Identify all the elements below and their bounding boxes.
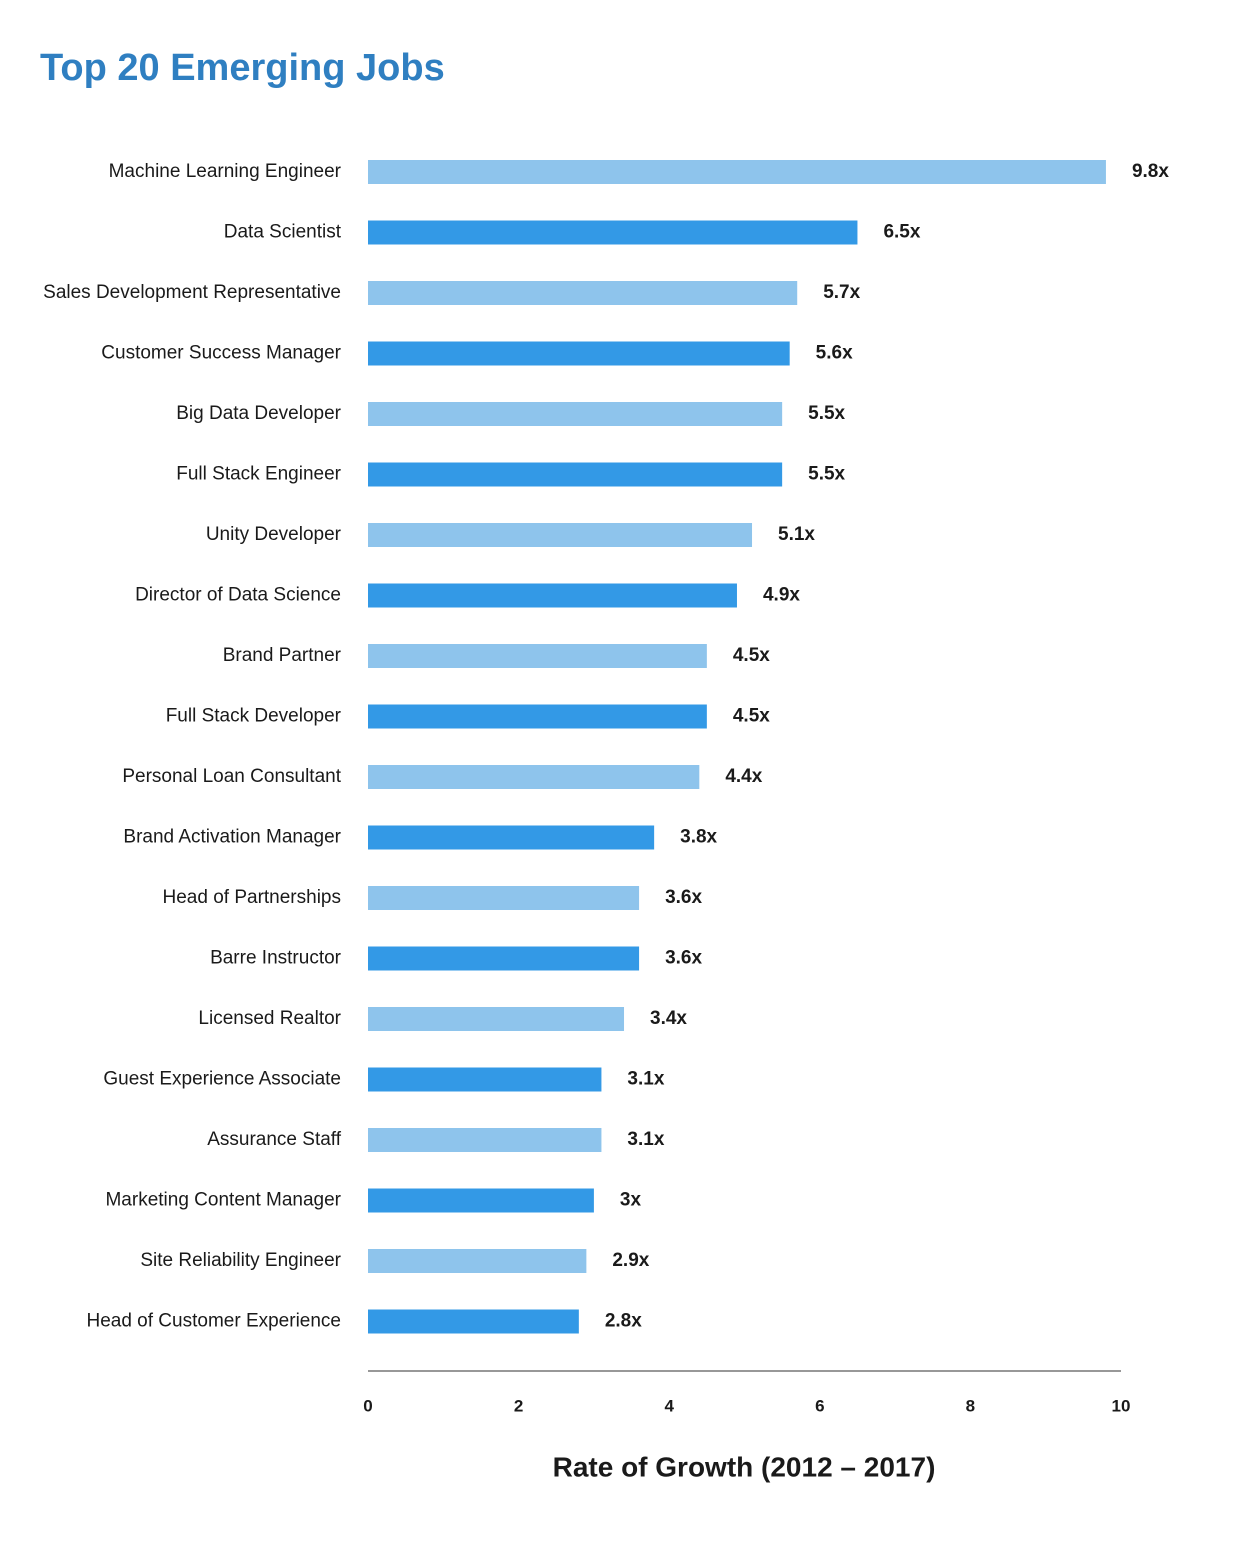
bar [368, 825, 655, 850]
value-label: 9.8x [1132, 161, 1169, 182]
bar [368, 523, 753, 547]
category-label: Guest Experience Associate [103, 1069, 341, 1090]
value-label: 4.5x [733, 706, 770, 727]
bar [368, 946, 640, 971]
category-label: Full Stack Engineer [176, 464, 341, 485]
bar [368, 402, 783, 426]
value-label: 5.6x [816, 343, 853, 364]
category-label: Head of Customer Experience [86, 1311, 341, 1332]
category-label: Machine Learning Engineer [109, 161, 342, 182]
value-label: 5.5x [808, 464, 845, 485]
bar [368, 1067, 602, 1092]
bar [368, 281, 798, 305]
value-label: 5.1x [778, 524, 815, 545]
x-axis-title: Rate of Growth (2012 – 2017) [553, 1451, 936, 1482]
category-label: Sales Development Representative [43, 282, 341, 303]
category-label: Unity Developer [206, 524, 342, 545]
category-label: Licensed Realtor [198, 1008, 341, 1029]
category-label: Marketing Content Manager [105, 1190, 341, 1211]
bar [368, 765, 700, 789]
value-label: 3x [620, 1190, 642, 1211]
bar [368, 704, 707, 729]
value-label: 4.9x [763, 585, 800, 606]
category-label: Personal Loan Consultant [122, 766, 341, 787]
x-tick-label: 8 [966, 1396, 975, 1415]
value-label: 3.6x [665, 887, 702, 908]
value-label: 2.9x [612, 1250, 649, 1271]
bar [368, 1188, 594, 1213]
chart-title: Top 20 Emerging Jobs [40, 47, 445, 89]
category-label: Full Stack Developer [166, 706, 342, 727]
category-label: Customer Success Manager [101, 343, 341, 364]
category-label: Site Reliability Engineer [140, 1250, 341, 1271]
bar [368, 220, 858, 245]
bar [368, 1007, 625, 1031]
category-label: Assurance Staff [207, 1129, 342, 1150]
x-tick-label: 6 [815, 1396, 824, 1415]
value-label: 3.8x [680, 827, 717, 848]
value-label: 3.1x [627, 1069, 664, 1090]
value-label: 2.8x [605, 1311, 642, 1332]
x-tick-label: 0 [363, 1396, 372, 1415]
category-label: Barre Instructor [210, 948, 342, 969]
bar [368, 160, 1106, 184]
bar [368, 583, 737, 608]
category-label: Data Scientist [224, 222, 342, 243]
category-label: Big Data Developer [176, 403, 341, 424]
bar [368, 1309, 579, 1334]
category-label: Brand Partner [223, 645, 342, 666]
value-label: 6.5x [883, 222, 920, 243]
value-label: 5.7x [823, 282, 860, 303]
value-label: 4.5x [733, 645, 770, 666]
category-label: Brand Activation Manager [123, 827, 341, 848]
value-label: 3.1x [627, 1129, 664, 1150]
bar [368, 644, 707, 668]
value-label: 5.5x [808, 403, 845, 424]
bar [368, 1249, 587, 1273]
category-label: Director of Data Science [135, 585, 341, 606]
value-label: 3.6x [665, 948, 702, 969]
x-tick-label: 2 [514, 1396, 523, 1415]
x-tick-label: 4 [664, 1396, 674, 1415]
bar [368, 341, 790, 366]
bar [368, 1128, 602, 1152]
value-label: 4.4x [725, 766, 762, 787]
category-label: Head of Partnerships [163, 887, 342, 908]
value-label: 3.4x [650, 1008, 687, 1029]
x-tick-label: 10 [1112, 1396, 1131, 1415]
bar [368, 886, 640, 910]
bar [368, 462, 783, 487]
